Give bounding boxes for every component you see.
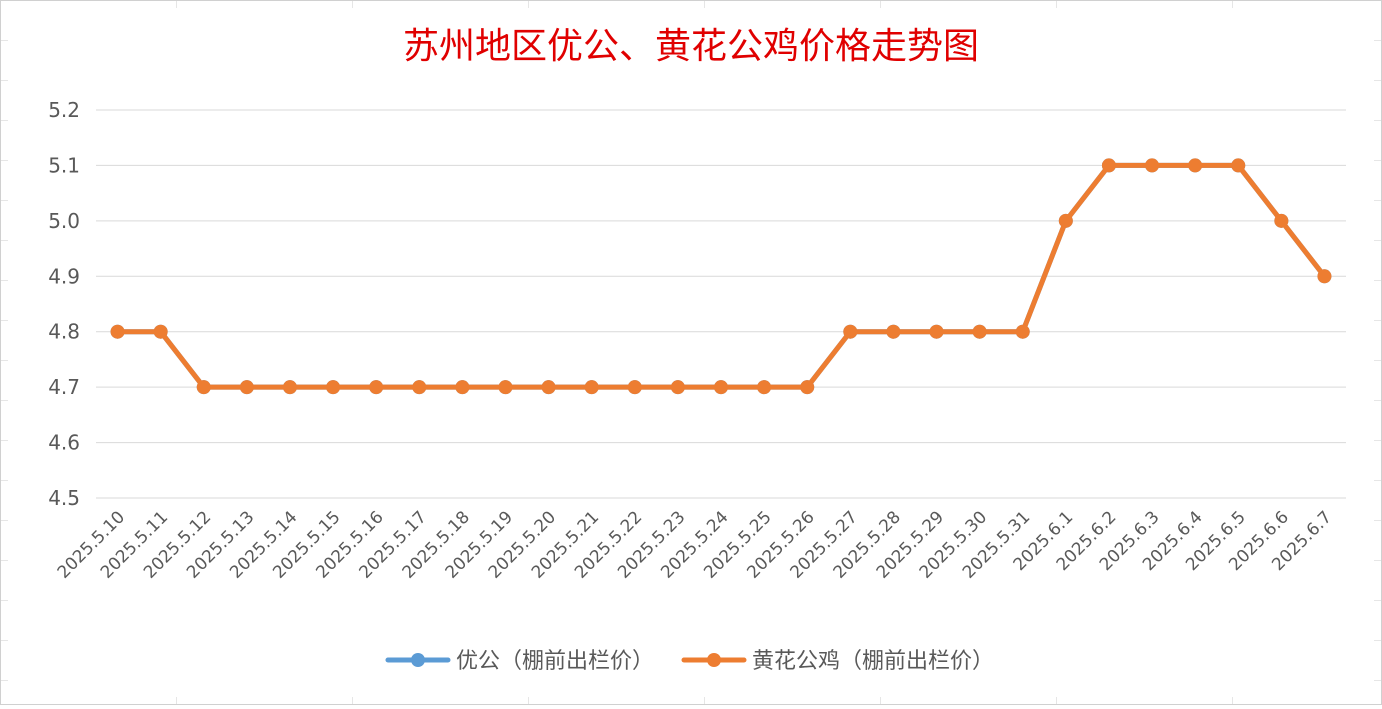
data-point bbox=[1058, 213, 1073, 228]
data-point bbox=[369, 380, 384, 395]
data-point bbox=[110, 324, 125, 339]
data-point bbox=[929, 324, 944, 339]
data-point bbox=[886, 324, 901, 339]
data-point bbox=[972, 324, 987, 339]
data-point bbox=[326, 380, 341, 395]
y-tick-label: 5.1 bbox=[48, 153, 80, 177]
data-point bbox=[1188, 158, 1203, 173]
y-tick-label: 5.2 bbox=[48, 98, 80, 122]
y-tick-label: 4.8 bbox=[48, 320, 80, 344]
data-point bbox=[1317, 269, 1332, 284]
data-point bbox=[1101, 158, 1116, 173]
data-point bbox=[153, 324, 168, 339]
legend-swatch-marker bbox=[410, 653, 425, 667]
data-point bbox=[843, 324, 858, 339]
legend-label: 优公（棚前出栏价） bbox=[456, 649, 654, 674]
y-tick-label: 5.0 bbox=[48, 209, 80, 233]
data-point bbox=[498, 380, 513, 395]
legend-item: 优公（棚前出栏价） bbox=[385, 649, 654, 674]
data-point bbox=[239, 380, 254, 395]
series-group bbox=[110, 158, 1332, 395]
data-point bbox=[1015, 324, 1030, 339]
chart-area bbox=[8, 8, 1374, 697]
data-point bbox=[1231, 158, 1246, 173]
data-point bbox=[800, 380, 815, 395]
data-point bbox=[541, 380, 556, 395]
y-tick-label: 4.5 bbox=[48, 486, 80, 510]
data-point bbox=[196, 380, 211, 395]
data-point bbox=[584, 380, 599, 395]
chart-title: 苏州地区优公、黄花公鸡价格走势图 bbox=[403, 26, 979, 67]
data-point bbox=[455, 380, 470, 395]
data-point bbox=[412, 380, 427, 395]
data-point bbox=[282, 380, 297, 395]
data-point bbox=[1274, 213, 1289, 228]
y-tick-label: 4.6 bbox=[48, 431, 80, 455]
legend-label: 黄花公鸡（棚前出栏价） bbox=[752, 649, 994, 674]
data-point bbox=[714, 380, 728, 395]
data-point bbox=[757, 380, 772, 395]
y-tick-label: 4.9 bbox=[48, 264, 80, 288]
y-tick-label: 4.7 bbox=[48, 375, 80, 399]
y-axis-ticks: 4.5 4.6 4.7 4.8 4.9 5.0 5.1 5.2 bbox=[48, 98, 80, 510]
legend-swatch-marker bbox=[707, 653, 721, 667]
legend-item: 黄花公鸡（棚前出栏价） bbox=[681, 649, 994, 674]
legend: 优公（棚前出栏价） 黄花公鸡（棚前出栏价） bbox=[385, 649, 994, 674]
data-point bbox=[627, 380, 642, 395]
data-point bbox=[1145, 158, 1160, 173]
data-point bbox=[670, 380, 685, 395]
series-layer bbox=[110, 158, 1332, 395]
